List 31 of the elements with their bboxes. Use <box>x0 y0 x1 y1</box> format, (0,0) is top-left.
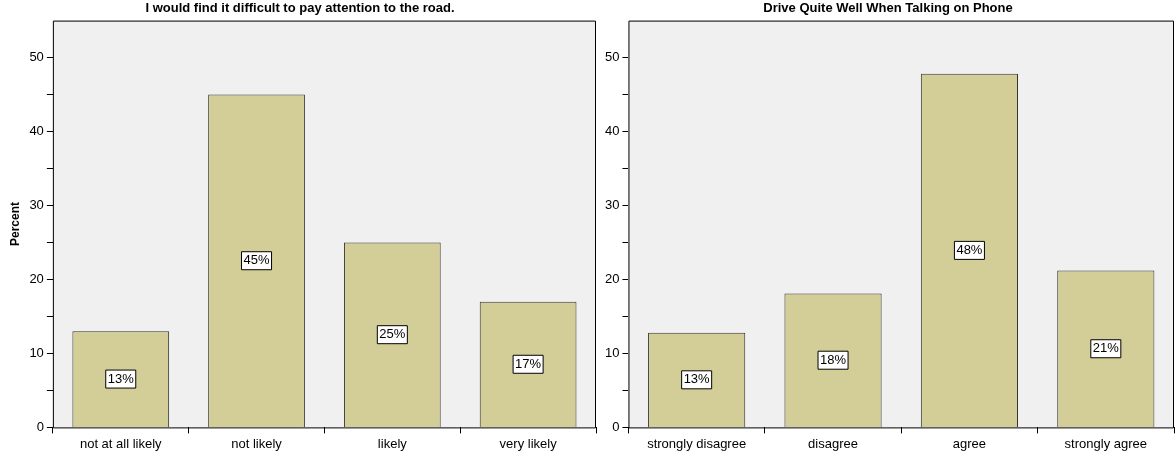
data-label: 13% <box>683 371 711 387</box>
y-tick-label: 20 <box>29 271 44 287</box>
y-tick-label: 40 <box>29 123 44 139</box>
y-tick-label: 50 <box>604 49 620 65</box>
data-label: 18% <box>820 351 847 367</box>
x-tick-label: not likely <box>231 435 283 451</box>
x-tick-label: likely <box>377 435 408 451</box>
data-label: 17% <box>515 355 542 371</box>
y-tick-label: 10 <box>29 345 44 361</box>
y-tick-label: 0 <box>612 418 620 434</box>
y-tick-label: 50 <box>29 49 44 65</box>
chart-title: Drive Quite Well When Talking on Phone <box>763 0 1013 16</box>
data-label: 25% <box>379 326 406 342</box>
x-tick-label: strongly disagree <box>647 435 747 451</box>
x-tick-label: not at all likely <box>79 435 163 451</box>
data-label: 21% <box>1092 340 1120 356</box>
y-tick-label: 40 <box>604 123 620 139</box>
y-tick-label: 20 <box>604 271 620 287</box>
y-tick-label: 30 <box>29 197 44 213</box>
x-tick-label: agree <box>952 435 987 451</box>
x-tick-label: strongly agree <box>1064 435 1147 451</box>
x-tick-label: very likely <box>499 435 558 451</box>
data-label: 45% <box>243 252 270 268</box>
data-label: 13% <box>107 370 135 386</box>
x-tick-label: disagree <box>808 435 858 451</box>
y-tick-label: 30 <box>604 197 620 213</box>
chart-title: I would find it difficult to pay attention to the road. <box>145 0 455 16</box>
y-tick-label: 0 <box>36 418 44 434</box>
y-tick-label: 10 <box>604 345 620 361</box>
data-label: 48% <box>956 241 983 257</box>
y-axis-title: Percent <box>7 201 22 247</box>
